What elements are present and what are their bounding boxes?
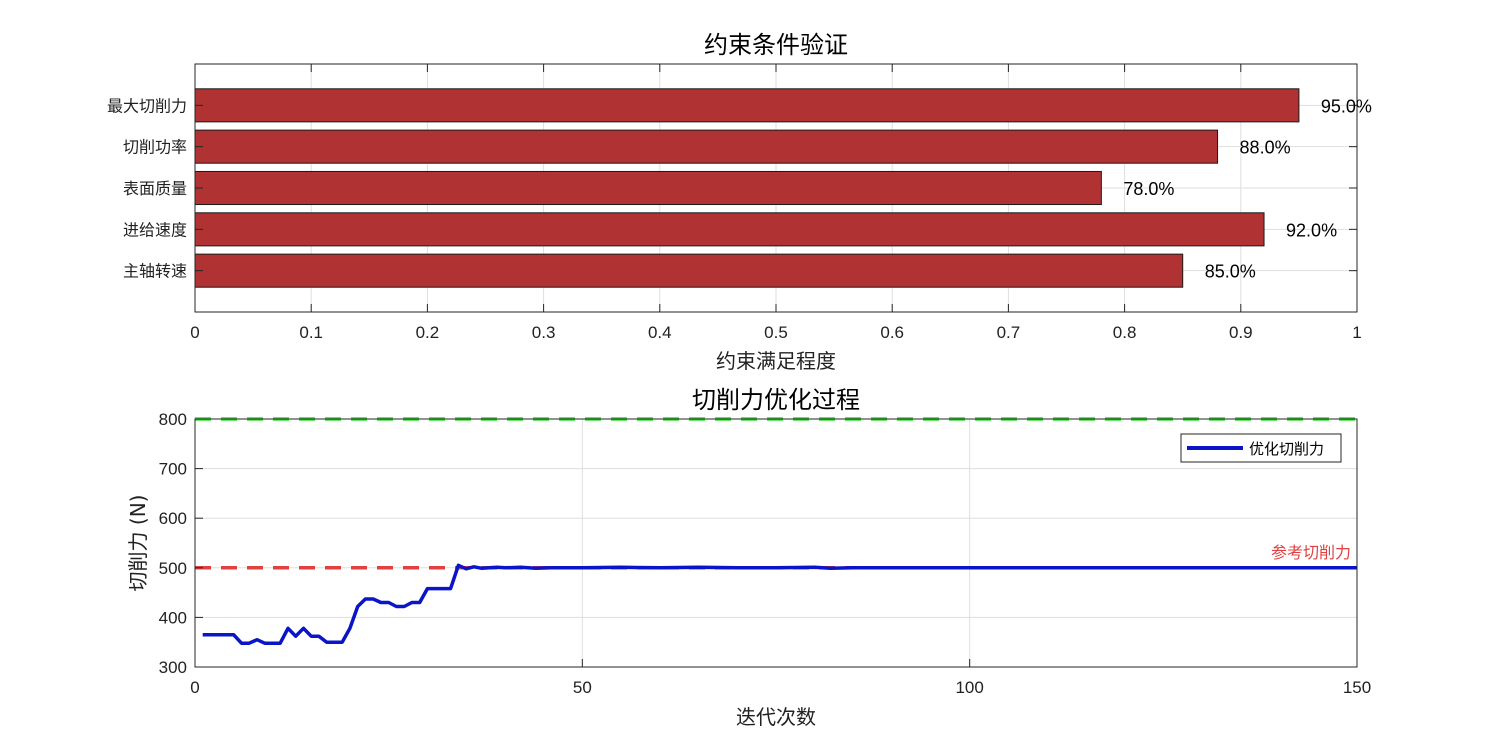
bar: [194, 212, 1265, 247]
chart-title: 切削力优化过程: [692, 386, 860, 414]
bar: [194, 129, 1219, 164]
x-tick-label: 0.7: [997, 323, 1021, 342]
category-label: 主轴转速: [123, 262, 187, 281]
y-tick-label: 700: [159, 460, 187, 479]
bar: [194, 88, 1300, 123]
data-label: 78.0%: [1123, 179, 1174, 199]
x-tick-label: 0: [190, 323, 199, 342]
x-tick-label: 50: [573, 678, 592, 697]
x-tick-label: 100: [955, 678, 983, 697]
constraint-chart: 0 0.1 0.2 0.3 0.4 0.5 0.6 0.7 0.8 0.9 1 最大切削力切削功率表面…: [107, 31, 1372, 373]
series: [202, 563, 1357, 645]
data-label: 88.0%: [1240, 138, 1291, 158]
bar: [194, 253, 1184, 288]
x-tick-label: 150: [1343, 678, 1371, 697]
data-labels: 95.0% 88.0% 78.0% 92.0% 85.0%: [1123, 96, 1372, 281]
data-label: 92.0%: [1286, 220, 1337, 240]
y-tick-label: 800: [159, 410, 187, 429]
x-tick-label: 0.4: [648, 323, 672, 342]
x-tick-label: 1: [1352, 323, 1361, 342]
category-label: 最大切削力: [107, 96, 187, 115]
x-tick-label: 0.9: [1229, 323, 1253, 342]
data-label: 95.0%: [1321, 96, 1372, 116]
category-label: 表面质量: [123, 179, 187, 198]
x-axis-label: 约束满足程度: [716, 349, 836, 373]
axes-box: [194, 418, 1358, 668]
y-tick-label: 400: [159, 608, 187, 627]
force-chart: 参考切削力 0 50 100 150 300 400 500 600 700 800 切削力优化过…: [126, 386, 1371, 729]
category-label: 切削功率: [123, 138, 187, 157]
plot-area: [195, 419, 1357, 667]
x-tick-label: 0.8: [1113, 323, 1137, 342]
legend: 优化切削力: [1180, 433, 1342, 463]
x-tick-label: 0.3: [532, 323, 556, 342]
x-tick-label: 0.1: [299, 323, 323, 342]
series-line: [202, 563, 1357, 645]
legend-entry: 优化切削力: [1249, 440, 1324, 458]
category-label: 进给速度: [123, 220, 187, 239]
ticks: 0 0.1 0.2 0.3 0.4 0.5 0.6 0.7 0.8 0.9 1 最大切削力切削功率表面…: [107, 64, 1362, 342]
ticks: 0 50 100 150 300 400 500 600 700 800: [159, 410, 1372, 697]
x-tick-label: 0.5: [764, 323, 788, 342]
x-tick-label: 0.6: [880, 323, 904, 342]
y-axis-label: 切削力 (N): [126, 495, 150, 592]
x-axis-label: 迭代次数: [736, 705, 816, 729]
bar: [194, 170, 1102, 206]
chart-title: 约束条件验证: [704, 31, 848, 59]
y-tick-label: 500: [159, 559, 187, 578]
data-label: 85.0%: [1205, 262, 1256, 282]
reference-label: 参考切削力: [1271, 543, 1351, 562]
y-tick-label: 300: [159, 658, 187, 677]
x-tick-label: 0: [190, 678, 199, 697]
x-tick-label: 0.2: [416, 323, 440, 342]
y-tick-label: 600: [159, 509, 187, 528]
bars: [194, 88, 1300, 288]
